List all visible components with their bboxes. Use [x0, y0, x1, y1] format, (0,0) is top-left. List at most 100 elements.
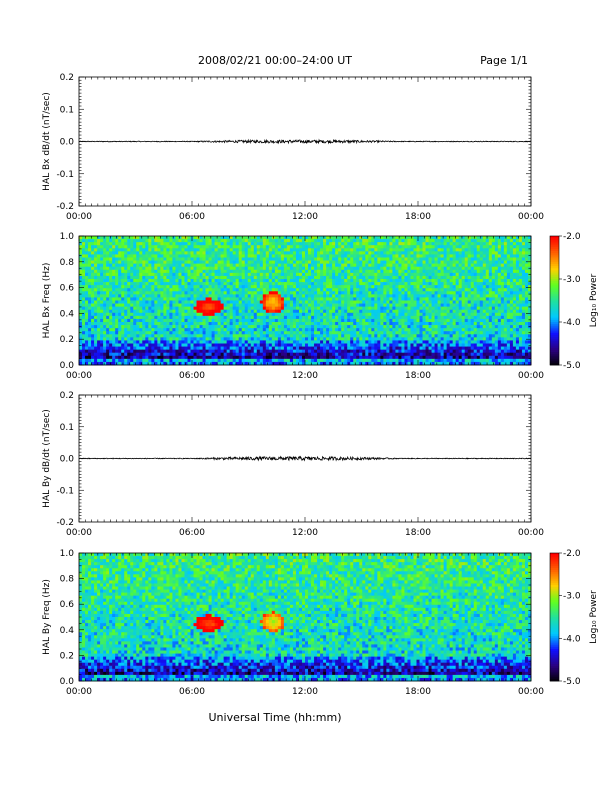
heatmap-cell [190, 248, 194, 252]
heatmap-cell [118, 303, 122, 307]
heatmap-cell [407, 260, 411, 264]
heatmap-cell [247, 266, 252, 271]
heatmap-cell [401, 236, 405, 240]
heatmap-cell [259, 331, 264, 335]
heatmap-cell [217, 300, 221, 304]
heatmap-cell [308, 303, 312, 307]
heatmap-cell [217, 291, 221, 295]
heatmap-cell [229, 315, 234, 320]
heatmap-cell [214, 294, 218, 298]
heatmap-cell [338, 315, 342, 320]
heatmap-cell [280, 272, 285, 277]
heatmap-cell [85, 269, 89, 274]
heatmap-cell [82, 272, 86, 277]
heatmap-cell [434, 315, 438, 320]
heatmap-cell [250, 242, 255, 246]
heatmap-cell [199, 269, 203, 274]
heatmap-cell [292, 242, 297, 246]
heatmap-cell [163, 269, 167, 274]
heatmap-cell [506, 309, 511, 314]
heatmap-cell [241, 322, 246, 326]
heatmap-cell [283, 251, 288, 255]
heatmap-cell [151, 254, 155, 258]
heatmap-cell [377, 331, 381, 335]
heatmap-cell [136, 297, 140, 301]
heatmap-cell [491, 275, 496, 280]
heatmap-cell [94, 306, 98, 311]
heatmap-cell [452, 279, 457, 283]
heatmap-cell [250, 248, 255, 252]
heatmap-cell [443, 322, 447, 326]
heatmap-cell [220, 325, 224, 329]
heatmap-cell [97, 260, 101, 264]
heatmap-cell [214, 242, 218, 246]
heatmap-cell [434, 328, 438, 332]
heatmap-cell [413, 242, 417, 246]
heatmap-cell [145, 251, 149, 255]
heatmap-cell [485, 257, 490, 261]
heatmap-cell [398, 312, 402, 317]
heatmap-cell [301, 236, 306, 240]
heatmap-cell [208, 318, 212, 323]
heatmap-cell [226, 331, 231, 335]
heatmap-cell [362, 297, 366, 301]
heatmap-cell [295, 288, 300, 292]
heatmap-cell [157, 291, 161, 295]
heatmap-cell [404, 251, 408, 255]
heatmap-cell [280, 291, 285, 295]
heatmap-cell [121, 309, 125, 314]
heatmap-cell [518, 239, 523, 243]
heatmap-cell [280, 294, 285, 298]
heatmap-cell [85, 263, 89, 268]
heatmap-cell [377, 251, 381, 255]
heatmap-cell [163, 279, 167, 283]
heatmap-cell [127, 318, 131, 323]
heatmap-cell [259, 288, 264, 292]
heatmap-cell [268, 318, 273, 323]
heatmap-cell [335, 254, 339, 258]
heatmap-cell [482, 254, 487, 258]
heatmap-cell [392, 303, 396, 307]
heatmap-cell [506, 251, 511, 255]
heatmap-cell [190, 251, 194, 255]
heatmap-cell [142, 248, 146, 252]
heatmap-cell [289, 282, 294, 286]
heatmap-cell [461, 294, 466, 298]
heatmap-cell [94, 309, 98, 314]
heatmap-cell [256, 282, 261, 286]
heatmap-cell [311, 309, 315, 314]
heatmap-cell [401, 312, 405, 317]
heatmap-cell [136, 269, 140, 274]
heatmap-cell [118, 309, 122, 314]
heatmap-cell [512, 266, 517, 271]
heatmap-cell [133, 315, 137, 320]
heatmap-cell [359, 315, 363, 320]
heatmap-cell [139, 263, 143, 268]
heatmap-cell [97, 309, 101, 314]
heatmap-cell [497, 288, 502, 292]
heatmap-cell [235, 331, 240, 335]
heatmap-cell [386, 248, 390, 252]
heatmap-cell [196, 303, 200, 307]
heatmap-cell [124, 248, 128, 252]
heatmap-cell [109, 303, 113, 307]
heatmap-cell [482, 242, 487, 246]
heatmap-cell [392, 318, 396, 323]
heatmap-cell [452, 294, 457, 298]
heatmap-cell [356, 248, 360, 252]
heatmap-cell [103, 272, 107, 277]
heatmap-cell [392, 325, 396, 329]
heatmap-cell [214, 318, 218, 323]
heatmap-cell [497, 282, 502, 286]
heatmap-cell [404, 291, 408, 295]
heatmap-cell [133, 285, 137, 289]
heatmap-cell [335, 263, 339, 268]
heatmap-cell [202, 275, 206, 280]
heatmap-cell [416, 297, 420, 301]
heatmap-cell [398, 322, 402, 326]
heatmap-cell [163, 272, 167, 277]
heatmap-cell [271, 239, 276, 243]
heatmap-cell [148, 282, 152, 286]
heatmap-cell [247, 315, 252, 320]
heatmap-cell [350, 291, 354, 295]
